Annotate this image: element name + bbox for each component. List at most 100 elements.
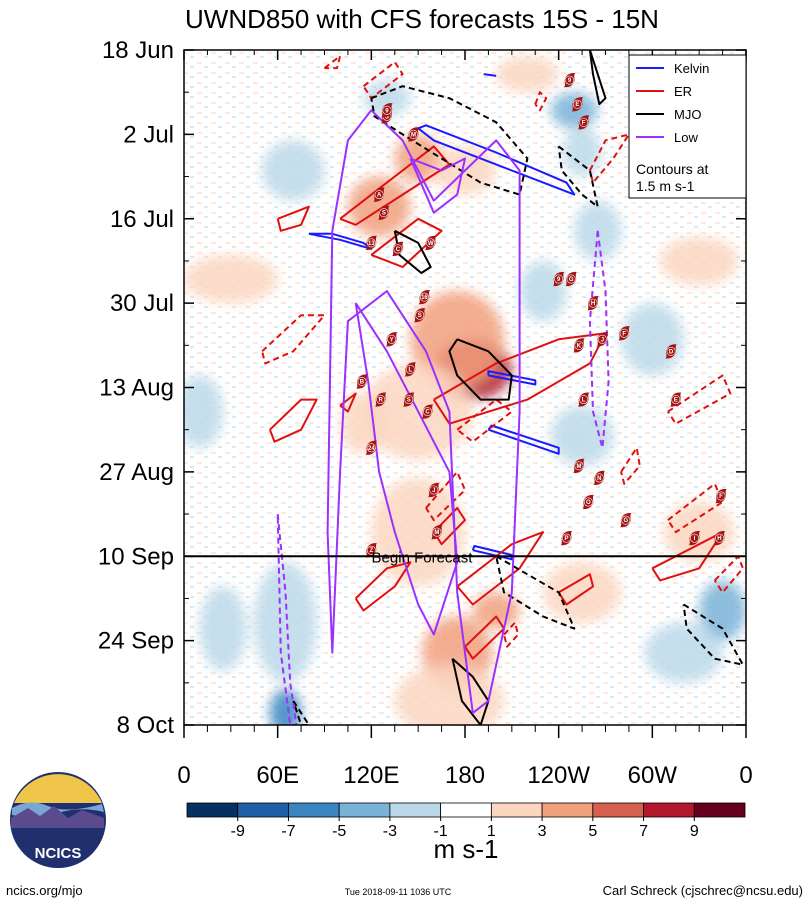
x-tick-label: 0 <box>739 762 752 789</box>
colorbar-bin <box>440 802 492 818</box>
colorbar-bin <box>186 802 239 818</box>
storm-label: W <box>428 241 434 247</box>
er-contour <box>276 205 310 232</box>
colorbar-tick-label: 7 <box>639 823 648 840</box>
storm-marker: D <box>665 344 678 359</box>
legend-label: Kelvin <box>674 61 709 76</box>
er-contour <box>362 61 404 100</box>
storm-marker: R <box>374 392 387 407</box>
er-contour <box>425 470 466 522</box>
x-tick-label: 60E <box>256 762 299 789</box>
storm-marker: G <box>565 271 578 287</box>
er-contour <box>534 91 548 112</box>
storm-marker: G <box>619 512 632 528</box>
storm-marker: I <box>688 531 701 546</box>
contour-note-line1: Contours at <box>636 161 708 177</box>
legend-label: ER <box>674 84 692 99</box>
storm-label: E <box>575 102 579 108</box>
colorbar-tick-label: -5 <box>332 823 346 840</box>
anomaly-blob <box>550 405 614 466</box>
storm-label: F <box>582 120 586 126</box>
x-tick-label: 60W <box>628 762 678 789</box>
storm-label: S <box>407 398 411 404</box>
er-contour <box>432 332 607 425</box>
y-axis: 18 Jun 2 Jul 16 Jul 30 Jul 13 Aug 27 Aug 10 Se… <box>98 37 746 739</box>
er-contour <box>620 446 641 485</box>
storm-label: G <box>569 277 574 283</box>
storm-label: M <box>576 464 581 470</box>
y-tick-label: 16 Jul <box>110 206 174 233</box>
anomaly-blob <box>371 477 465 587</box>
colorbar-bin <box>541 802 594 818</box>
anomaly-blob <box>254 562 317 683</box>
er-contour <box>588 133 630 184</box>
mjo-contour <box>292 700 310 725</box>
storm-marker: F <box>715 488 728 504</box>
storm-marker: W <box>424 235 437 250</box>
storm-marker: A <box>373 187 386 202</box>
mjo-contour <box>448 338 513 401</box>
er-contour <box>667 374 732 425</box>
kelvin-contour <box>483 73 497 77</box>
anomaly-blob <box>472 592 520 629</box>
storm-marker: S <box>377 205 390 220</box>
x-tick-label: 0 <box>177 762 190 789</box>
er-contour <box>323 55 342 70</box>
storm-marker: E <box>571 97 584 112</box>
colorbar-tick-label: -3 <box>383 823 397 840</box>
storm-label: C <box>396 247 401 253</box>
storm-label: H <box>591 301 595 307</box>
storm-marker: 9 <box>380 103 393 118</box>
colorbar-units: m s-1 <box>434 834 499 864</box>
y-tick-label: 10 Sep <box>98 543 174 570</box>
legend: Kelvin ER MJO Low Contours at 1.5 m s-1 <box>628 54 747 199</box>
storm-label: E <box>674 398 678 404</box>
er-contour <box>503 621 520 648</box>
storm-marker: C <box>421 404 434 419</box>
storm-label: D <box>669 349 674 355</box>
anomaly-blob <box>262 140 325 201</box>
storm-marker: 16 <box>418 289 431 305</box>
legend-label: Low <box>674 130 698 145</box>
storm-marker: 24 <box>365 440 378 455</box>
mjo-contour <box>682 603 744 666</box>
anomaly-blob <box>496 56 559 93</box>
low-contour <box>276 514 298 725</box>
storm-label: S <box>382 211 386 217</box>
legend-label: MJO <box>674 107 701 122</box>
storm-marker: S <box>413 308 426 323</box>
storm-label: H <box>717 536 721 542</box>
storm-label: F <box>719 494 723 500</box>
x-tick-label: 180 <box>445 762 485 789</box>
anomaly-blob <box>269 688 302 725</box>
colorbar-tick-label: -7 <box>281 823 295 840</box>
anomaly-blob <box>347 176 411 237</box>
anomaly-blob <box>519 260 567 322</box>
legend-box <box>628 54 747 199</box>
colorbar-tick-label: 5 <box>588 823 597 840</box>
storm-marker: E <box>669 392 682 407</box>
storm-marker: K <box>572 338 585 353</box>
storm-marker: 9 <box>563 73 576 88</box>
storm-markers: S A 13 C W M S 16 S Y B L R S C 24 J M Z G 9 H K J F L D E M N O G F I H P 9… <box>355 73 728 558</box>
low-contour <box>588 230 610 449</box>
x-axis: 0 60E 120E 180 120W 60W 0 <box>177 50 753 789</box>
footer-author: Carl Schreck (cjschrec@ncsu.edu) <box>603 883 803 898</box>
colorbar-bin <box>693 802 746 818</box>
anomaly-blob <box>199 586 247 671</box>
colorbar-bin <box>643 802 695 818</box>
mjo-contour <box>495 555 576 630</box>
storm-label: P <box>564 536 568 542</box>
storm-label: J <box>601 337 604 343</box>
er-contour <box>370 217 443 268</box>
colorbar-bin <box>237 802 289 818</box>
er-contour <box>354 561 412 612</box>
storm-label: G <box>623 518 628 524</box>
storm-label: I <box>694 536 696 542</box>
anomaly-blob <box>410 291 505 388</box>
storm-marker: O <box>582 494 595 510</box>
storm-label: 16 <box>421 295 428 301</box>
storm-marker: M <box>572 458 585 473</box>
anomaly-blob <box>562 128 602 177</box>
